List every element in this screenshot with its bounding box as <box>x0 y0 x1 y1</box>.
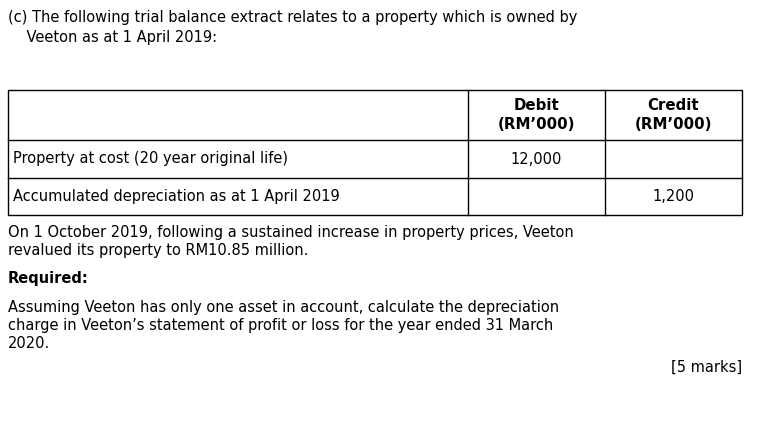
Text: 1,200: 1,200 <box>652 189 694 204</box>
Text: revalued its property to RM10.85 million.: revalued its property to RM10.85 million… <box>8 243 308 258</box>
Text: 2020.: 2020. <box>8 336 50 351</box>
Text: 12,000: 12,000 <box>510 152 562 166</box>
Text: [5 marks]: [5 marks] <box>671 360 742 375</box>
Text: Property at cost (20 year original life): Property at cost (20 year original life) <box>13 152 288 166</box>
Text: (c) The following trial balance extract relates to a property which is owned by: (c) The following trial balance extract … <box>8 10 578 25</box>
Text: Credit
(RM’000): Credit (RM’000) <box>635 98 712 132</box>
Text: Debit
(RM’000): Debit (RM’000) <box>497 98 575 132</box>
Text: On 1 October 2019, following a sustained increase in property prices, Veeton: On 1 October 2019, following a sustained… <box>8 225 574 240</box>
Text: Accumulated depreciation as at 1 April 2019: Accumulated depreciation as at 1 April 2… <box>13 189 340 204</box>
Bar <box>8 90 742 215</box>
Text: Assuming Veeton has only one asset in account, calculate the depreciation: Assuming Veeton has only one asset in ac… <box>8 300 559 315</box>
Text: charge in Veeton’s statement of profit or loss for the year ended 31 March: charge in Veeton’s statement of profit o… <box>8 318 553 333</box>
Text: Required:: Required: <box>8 271 89 286</box>
Text: Veeton as at 1 April 2019:: Veeton as at 1 April 2019: <box>8 30 217 45</box>
